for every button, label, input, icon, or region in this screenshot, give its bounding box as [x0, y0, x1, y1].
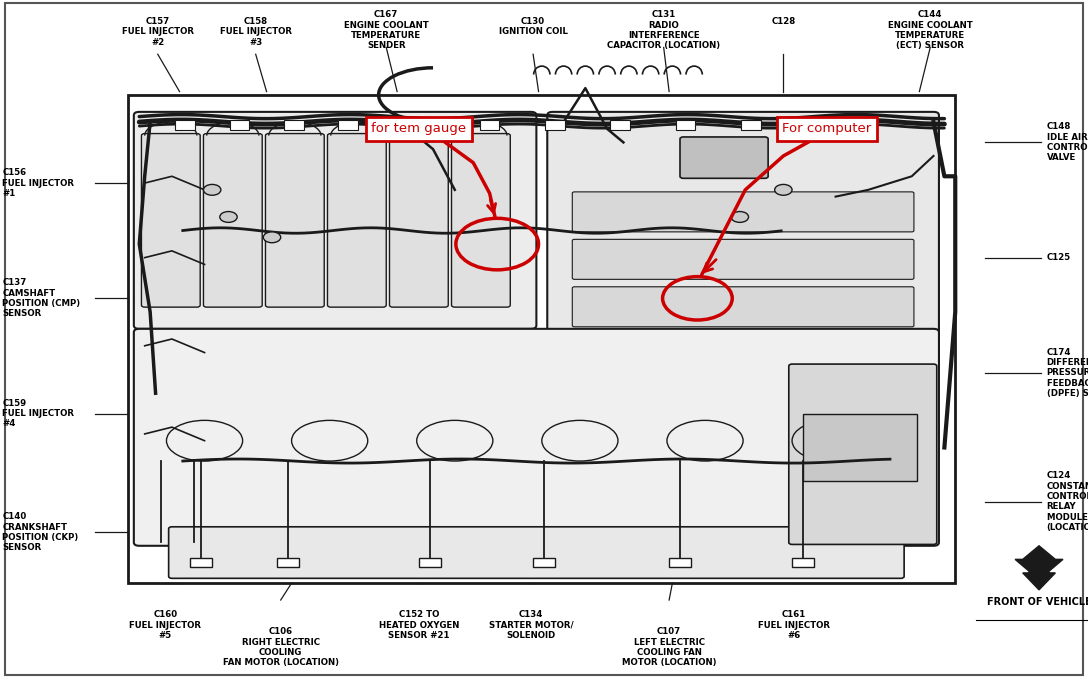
Bar: [230, 120, 249, 130]
Text: FRONT OF VEHICLE: FRONT OF VEHICLE: [987, 597, 1088, 607]
Text: C174
DIFFERENTIAL
PRESSURE
FEEDBACK EGR
(DPFE) SENSOR: C174 DIFFERENTIAL PRESSURE FEEDBACK EGR …: [1047, 348, 1088, 398]
Text: C106
RIGHT ELECTRIC
COOLING
FAN MOTOR (LOCATION): C106 RIGHT ELECTRIC COOLING FAN MOTOR (L…: [223, 627, 338, 667]
Bar: [480, 120, 499, 130]
FancyBboxPatch shape: [169, 527, 904, 578]
Bar: [277, 558, 299, 567]
Bar: [610, 120, 630, 130]
Text: for tem gauge: for tem gauge: [371, 122, 467, 136]
Text: C124
CONSTANT
CONTROL
RELAY
MODULE (CCRM)
(LOCATION): C124 CONSTANT CONTROL RELAY MODULE (CCRM…: [1047, 471, 1088, 532]
FancyBboxPatch shape: [390, 134, 448, 307]
Text: C167
ENGINE COOLANT
TEMPERATURE
SENDER: C167 ENGINE COOLANT TEMPERATURE SENDER: [344, 10, 429, 50]
Bar: [190, 558, 212, 567]
Bar: [533, 558, 555, 567]
Text: C159
FUEL INJECTOR
#4: C159 FUEL INJECTOR #4: [2, 399, 74, 428]
FancyBboxPatch shape: [789, 364, 937, 544]
Text: C134
STARTER MOTOR/
SOLENOID: C134 STARTER MOTOR/ SOLENOID: [489, 610, 573, 640]
Bar: [128, 95, 955, 583]
Text: C125: C125: [1047, 253, 1071, 262]
Bar: [338, 120, 358, 130]
Text: C144
ENGINE COOLANT
TEMPERATURE
(ECT) SENSOR: C144 ENGINE COOLANT TEMPERATURE (ECT) SE…: [888, 10, 973, 50]
Bar: [850, 120, 869, 130]
Text: C137
CAMSHAFT
POSITION (CMP)
SENSOR: C137 CAMSHAFT POSITION (CMP) SENSOR: [2, 278, 81, 319]
FancyBboxPatch shape: [547, 112, 939, 363]
Bar: [175, 120, 195, 130]
Text: C161
FUEL INJECTOR
#6: C161 FUEL INJECTOR #6: [758, 610, 830, 640]
Circle shape: [263, 232, 281, 243]
Text: C140
CRANKSHAFT
POSITION (CKP)
SENSOR: C140 CRANKSHAFT POSITION (CKP) SENSOR: [2, 512, 78, 553]
Text: C107
LEFT ELECTRIC
COOLING FAN
MOTOR (LOCATION): C107 LEFT ELECTRIC COOLING FAN MOTOR (LO…: [622, 627, 716, 667]
FancyBboxPatch shape: [680, 137, 768, 178]
FancyBboxPatch shape: [327, 134, 386, 307]
Bar: [792, 558, 814, 567]
FancyBboxPatch shape: [572, 239, 914, 279]
Bar: [398, 120, 418, 130]
Circle shape: [220, 212, 237, 222]
Text: C156
FUEL INJECTOR
#1: C156 FUEL INJECTOR #1: [2, 168, 74, 198]
FancyBboxPatch shape: [141, 134, 200, 307]
Circle shape: [203, 184, 221, 195]
Bar: [284, 120, 304, 130]
Bar: [676, 120, 695, 130]
Bar: [669, 558, 691, 567]
FancyBboxPatch shape: [265, 134, 324, 307]
Bar: [545, 120, 565, 130]
Bar: [803, 414, 917, 481]
FancyBboxPatch shape: [572, 192, 914, 232]
Bar: [741, 120, 761, 130]
FancyBboxPatch shape: [203, 134, 262, 307]
FancyBboxPatch shape: [134, 329, 939, 546]
Polygon shape: [1015, 546, 1063, 580]
Circle shape: [775, 184, 792, 195]
Text: C160
FUEL INJECTOR
#5: C160 FUEL INJECTOR #5: [129, 610, 201, 640]
Text: C128: C128: [771, 17, 795, 26]
Bar: [795, 120, 815, 130]
Text: C130
IGNITION COIL: C130 IGNITION COIL: [498, 17, 568, 37]
Text: C131
RADIO
INTERFERENCE
CAPACITOR (LOCATION): C131 RADIO INTERFERENCE CAPACITOR (LOCAT…: [607, 10, 720, 50]
FancyBboxPatch shape: [452, 134, 510, 307]
Text: C148
IDLE AIR
CONTROL (IAC)
VALVE: C148 IDLE AIR CONTROL (IAC) VALVE: [1047, 122, 1088, 163]
Circle shape: [731, 212, 749, 222]
Text: For computer: For computer: [782, 122, 871, 136]
FancyBboxPatch shape: [572, 287, 914, 327]
Text: C158
FUEL INJECTOR
#3: C158 FUEL INJECTOR #3: [220, 17, 292, 47]
Text: C152 TO
HEATED OXYGEN
SENSOR #21: C152 TO HEATED OXYGEN SENSOR #21: [379, 610, 459, 640]
Polygon shape: [1023, 563, 1055, 590]
FancyBboxPatch shape: [134, 112, 536, 329]
Bar: [419, 558, 441, 567]
Text: C157
FUEL INJECTOR
#2: C157 FUEL INJECTOR #2: [122, 17, 194, 47]
